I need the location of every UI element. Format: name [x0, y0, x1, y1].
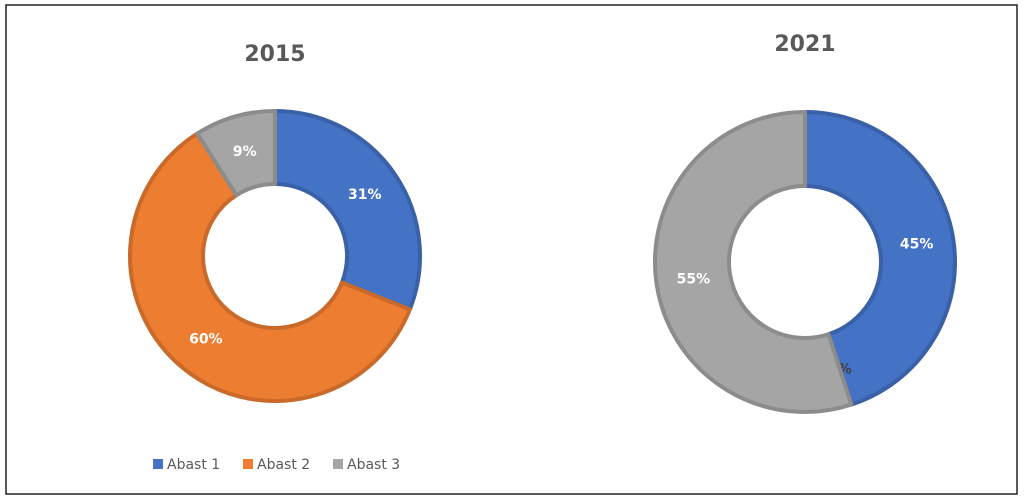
legend-label: Abast 3	[347, 457, 400, 473]
chart-title: 2015	[244, 42, 305, 67]
legend-label: Abast 1	[167, 457, 220, 473]
data-label: 45%	[900, 236, 934, 252]
legend-swatch	[243, 459, 253, 469]
legend-swatch	[153, 459, 163, 469]
legend-swatch	[333, 459, 343, 469]
donut-slice	[195, 109, 277, 198]
chart-title: 2021	[774, 32, 835, 57]
data-label: 55%	[677, 272, 711, 288]
data-label: 31%	[348, 187, 382, 203]
donut-slice	[653, 110, 854, 414]
data-label: 9%	[233, 144, 257, 160]
donut-slice	[128, 131, 412, 403]
donut-slice	[273, 109, 422, 312]
donut-slice	[803, 110, 957, 407]
data-label: 60%	[189, 332, 223, 348]
legend-label: Abast 2	[257, 457, 310, 473]
